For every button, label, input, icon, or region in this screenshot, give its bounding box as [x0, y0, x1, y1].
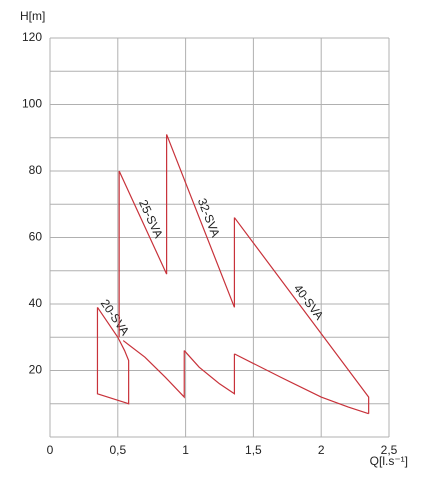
x-tick-label: 2 [318, 443, 325, 457]
envelope-line [96, 306, 130, 405]
x-tick-label: 0 [47, 443, 54, 457]
y-tick-label: 60 [29, 230, 43, 244]
y-tick-label: 120 [22, 30, 42, 44]
x-tick-label: 1,5 [245, 443, 262, 457]
x-axis-label: Q[l.s⁻¹] [370, 454, 408, 468]
envelope-line [166, 134, 236, 395]
y-tick-label: 40 [29, 296, 43, 310]
x-tick-label: 1 [182, 443, 189, 457]
y-tick-label: 80 [29, 163, 43, 177]
envelope-line [118, 170, 185, 399]
x-tick-label: 0,5 [109, 443, 126, 457]
y-axis-label: H[m] [20, 9, 45, 23]
x-tick-label: 2,5 [381, 443, 398, 457]
y-tick-label: 100 [22, 97, 42, 111]
envelope-line [233, 217, 370, 415]
series-label: 20-SVA [98, 297, 132, 338]
y-tick-label: 20 [29, 363, 43, 377]
